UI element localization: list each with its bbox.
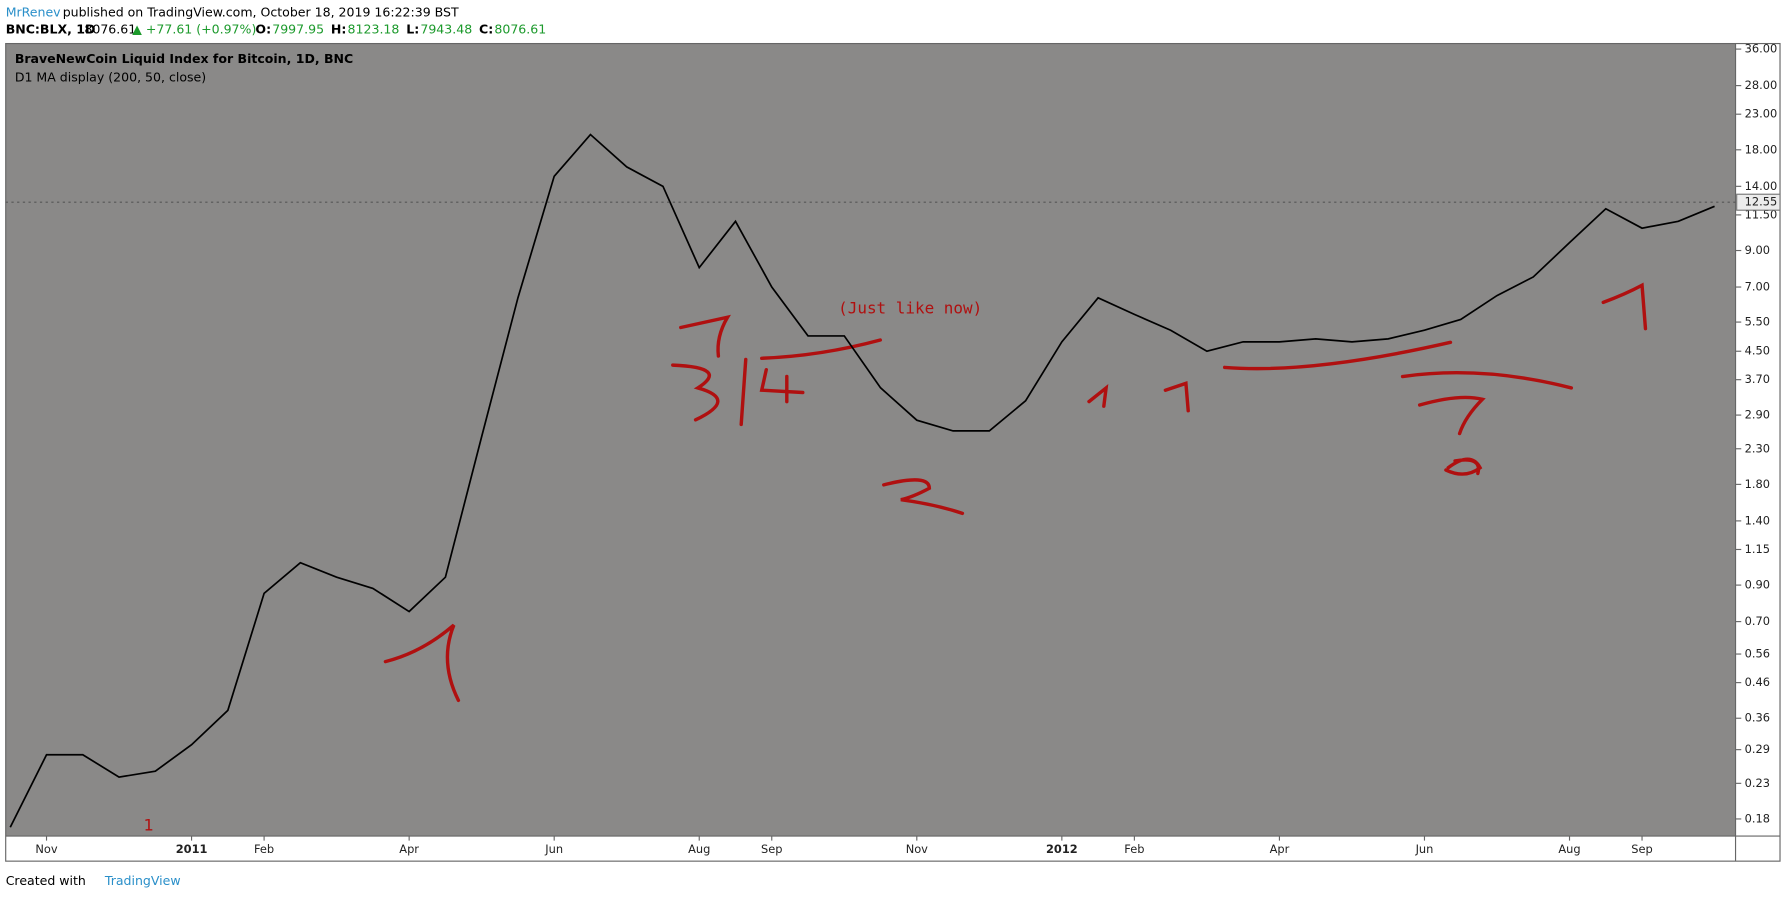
y-tick-label: 9.00 — [1745, 243, 1770, 257]
x-tick-label: Aug — [1558, 842, 1580, 856]
chart-subtitle: D1 MA display (200, 50, close) — [15, 69, 206, 84]
ohlc-label: H: — [331, 21, 346, 36]
frame — [5, 42, 1781, 862]
x-tick-label: Aug — [688, 842, 710, 856]
plot-area — [5, 43, 1736, 837]
ohlc-value: 8076.61 — [494, 21, 546, 36]
y-tick-label: 28.00 — [1745, 78, 1778, 92]
published: published on TradingView.com, October 18… — [63, 4, 459, 19]
y-tick-label: 1.15 — [1745, 542, 1770, 556]
ohlc-value: 7943.48 — [420, 21, 472, 36]
stroke — [1417, 395, 1486, 436]
stroke — [759, 367, 805, 404]
y-tick-label: 14.00 — [1745, 179, 1778, 193]
last: 8076.61 — [84, 21, 136, 36]
y-tick-label: 5.50 — [1745, 315, 1770, 329]
stroke — [679, 314, 731, 358]
y-tick-label: 0.36 — [1745, 711, 1770, 725]
last-price-label: 12.55 — [1745, 195, 1778, 209]
author[interactable]: MrRenev — [6, 4, 61, 19]
change: ▲ +77.61 (+0.97%) — [132, 21, 256, 36]
ohlc: O: 7997.95 H: 8123.18 L: 7943.48 C: 8076.61 — [255, 21, 546, 36]
y-tick-label: 1.80 — [1745, 477, 1770, 491]
y-tick-label: 2.30 — [1745, 441, 1770, 455]
x-tick-label: Jun — [544, 842, 563, 856]
y-tick-label: 4.50 — [1745, 344, 1770, 358]
y-tick-label: 11.50 — [1745, 207, 1778, 221]
y-tick-label: 7.00 — [1745, 280, 1770, 294]
stroke — [1444, 457, 1483, 476]
y-tick-label: 2.90 — [1745, 408, 1770, 422]
x-tick-label: Feb — [254, 842, 274, 856]
x-tick-label: 2011 — [176, 842, 208, 856]
y-tick-label: 0.56 — [1745, 647, 1770, 661]
x-tick-label: Apr — [1270, 842, 1290, 856]
ohlc-value: 8123.18 — [348, 21, 400, 36]
y-tick-label: 0.70 — [1745, 614, 1770, 628]
price-line — [9, 133, 1715, 828]
y-tick-label: 23.00 — [1745, 107, 1778, 121]
symbol: BNC:BLX, 1D — [6, 21, 96, 36]
stroke — [760, 338, 883, 360]
y-tick-label: 18.00 — [1745, 142, 1778, 156]
stroke — [383, 623, 461, 703]
x-tick-label: Apr — [399, 842, 419, 856]
footer-text: Created with — [6, 873, 86, 888]
ohlc-value: 7997.95 — [272, 21, 324, 36]
y-tick-label: 0.90 — [1745, 578, 1770, 592]
x-tick-label: Sep — [761, 842, 782, 856]
x-tick-label: Nov — [35, 842, 57, 856]
ohlc-label: O: — [255, 21, 271, 36]
stroke — [1222, 340, 1453, 371]
ohlc-label: L: — [406, 21, 419, 36]
last-price-box — [1736, 193, 1781, 211]
stroke — [1087, 383, 1109, 408]
y-tick-label: 0.29 — [1745, 742, 1770, 756]
x-tick-label: Jun — [1415, 842, 1434, 856]
y-tick-label: 0.18 — [1745, 811, 1770, 825]
x-tick-label: Feb — [1124, 842, 1144, 856]
x-tick-label: Sep — [1631, 842, 1652, 856]
annotation: 1 — [144, 815, 154, 834]
y-tick-label: 0.23 — [1745, 776, 1770, 790]
stroke — [1163, 381, 1190, 413]
x-tick-label: Nov — [906, 842, 928, 856]
annotation: (Just like now) — [838, 299, 982, 318]
x-tick-label: 2012 — [1046, 842, 1078, 856]
footer-brand[interactable]: TradingView — [104, 873, 181, 888]
chart-title: BraveNewCoin Liquid Index for Bitcoin, 1… — [15, 51, 353, 66]
stroke — [882, 478, 965, 516]
stroke — [1601, 282, 1648, 331]
y-tick-label: 3.70 — [1745, 372, 1770, 386]
y-tick-label: 36.00 — [1745, 42, 1778, 56]
stroke — [671, 363, 720, 422]
y-tick-label: 0.46 — [1745, 675, 1770, 689]
y-tick-label: 1.40 — [1745, 513, 1770, 527]
stroke — [1400, 371, 1574, 390]
drawings — [383, 282, 1648, 703]
stroke — [739, 357, 748, 427]
ohlc-label: C: — [479, 21, 493, 36]
